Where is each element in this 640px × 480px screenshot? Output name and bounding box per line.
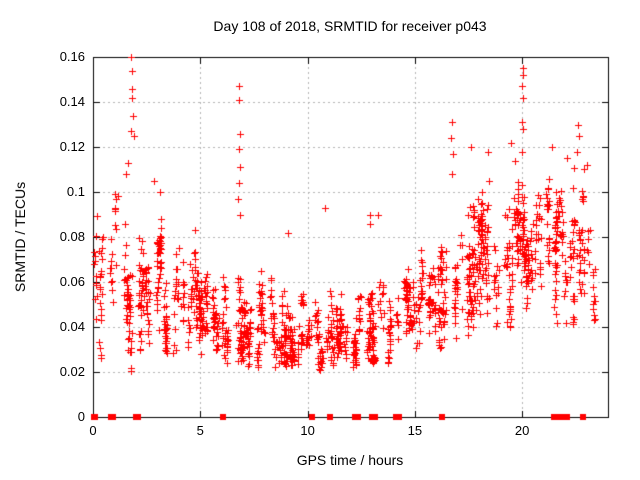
y-tick-label: 0.1 [66,184,85,199]
y-tick-label: 0.14 [59,94,85,109]
x-tick-label: 0 [89,423,97,438]
y-tick-label: 0.08 [59,229,85,244]
y-axis-label: SRMTID / TECUs [12,181,28,293]
y-tick-label: 0.06 [59,274,85,289]
y-tick-label: 0.04 [59,319,85,334]
x-tick-label: 20 [514,423,530,438]
x-axis-label: GPS time / hours [296,452,404,468]
y-tick-label: 0.02 [59,364,85,379]
y-tick-label: 0 [77,409,85,424]
x-tick-label: 10 [300,423,315,438]
x-tick-label: 5 [196,423,204,438]
chart-title: Day 108 of 2018, SRMTID for receiver p04… [213,18,487,34]
y-tick-label: 0.16 [59,49,85,64]
y-tick-label: 0.12 [59,139,85,154]
x-tick-label: 15 [407,423,423,438]
